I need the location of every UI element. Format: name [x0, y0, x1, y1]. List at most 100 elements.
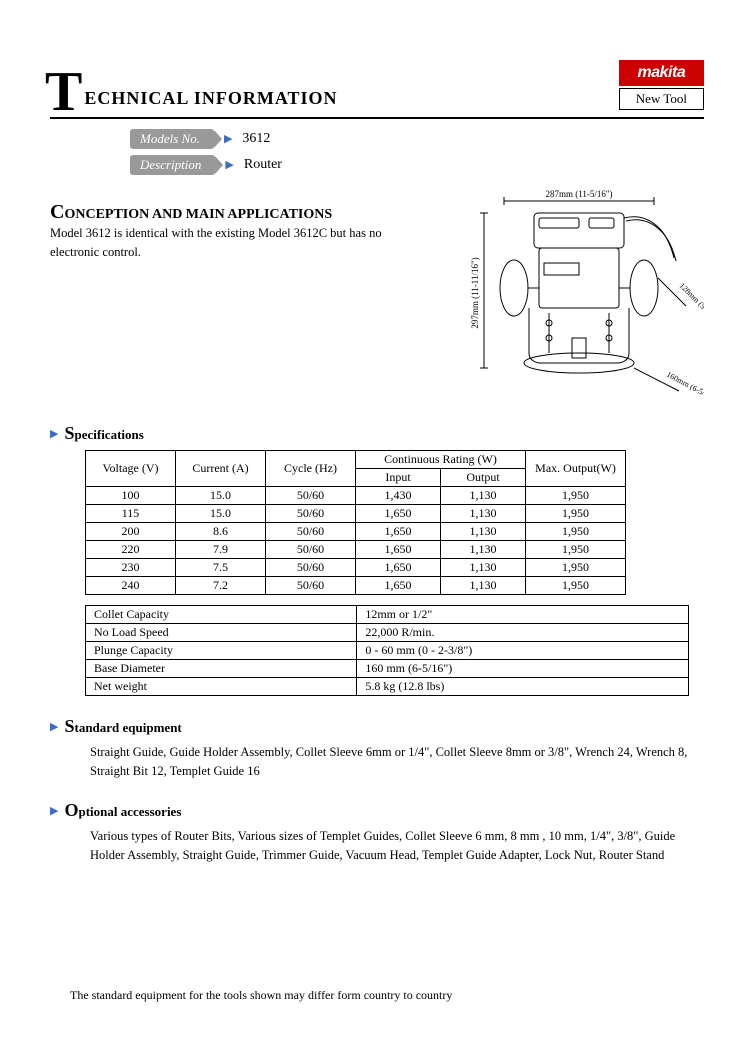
- spec-heading: ▶ Specifications: [50, 423, 704, 444]
- col-cont-rating: Continuous Rating (W): [356, 450, 526, 468]
- table-row: 2307.550/601,6501,1301,950: [86, 558, 626, 576]
- attr-value: 22,000 R/min.: [357, 623, 689, 641]
- table-cell: 7.5: [176, 558, 266, 576]
- heading-cap: S: [64, 716, 74, 736]
- svg-text:287mm (11-5/16"): 287mm (11-5/16"): [545, 189, 612, 199]
- table-cell: 1,650: [356, 522, 441, 540]
- attr-value: 160 mm (6-5/16"): [357, 659, 689, 677]
- col-current: Current (A): [176, 450, 266, 486]
- conception-text: Model 3612 is identical with the existin…: [50, 224, 424, 262]
- table-cell: 50/60: [266, 558, 356, 576]
- attr-key: Plunge Capacity: [86, 641, 357, 659]
- table-cell: 1,130: [441, 504, 526, 522]
- new-tool-label: New Tool: [619, 88, 704, 110]
- table-cell: 1,430: [356, 486, 441, 504]
- table-cell: 1,130: [441, 558, 526, 576]
- models-row: Models No. ▶ 3612: [130, 129, 704, 149]
- table-cell: 1,130: [441, 576, 526, 594]
- table-cell: 50/60: [266, 486, 356, 504]
- table-cell: 1,650: [356, 540, 441, 558]
- table-row: Collet Capacity12mm or 1/2": [86, 605, 689, 623]
- attr-value: 5.8 kg (12.8 lbs): [357, 677, 689, 695]
- conception-heading: CONCEPTION AND MAIN APPLICATIONS: [50, 201, 424, 224]
- optional-heading: ▶ Optional accessories: [50, 800, 704, 821]
- table-cell: 8.6: [176, 522, 266, 540]
- table-row: No Load Speed22,000 R/min.: [86, 623, 689, 641]
- product-diagram: 287mm (11-5/16") 297mm (11-11/16"): [444, 183, 704, 403]
- table-cell: 230: [86, 558, 176, 576]
- table-cell: 200: [86, 522, 176, 540]
- models-value: 3612: [242, 131, 270, 147]
- table-cell: 50/60: [266, 540, 356, 558]
- arrow-icon: ▶: [50, 804, 58, 817]
- col-cycle: Cycle (Hz): [266, 450, 356, 486]
- heading-rest: pecifications: [74, 427, 143, 442]
- arrow-icon: ▶: [225, 158, 233, 171]
- heading-rest: ptional accessories: [78, 804, 181, 819]
- col-voltage: Voltage (V): [86, 450, 176, 486]
- arrow-icon: ▶: [50, 720, 58, 733]
- spec-table: Voltage (V) Current (A) Cycle (Hz) Conti…: [85, 450, 626, 595]
- heading-cap: C: [50, 201, 64, 223]
- table-row: Base Diameter160 mm (6-5/16"): [86, 659, 689, 677]
- table-row: Plunge Capacity0 - 60 mm (0 - 2-3/8"): [86, 641, 689, 659]
- table-cell: 7.9: [176, 540, 266, 558]
- heading-cap: S: [64, 423, 74, 443]
- table-cell: 100: [86, 486, 176, 504]
- models-tag: Models No.: [130, 129, 214, 149]
- table-cell: 115: [86, 504, 176, 522]
- table-cell: 1,950: [526, 486, 626, 504]
- table-cell: 1,130: [441, 540, 526, 558]
- header: makita New Tool T ECHNICAL INFORMATION: [50, 70, 704, 119]
- col-input: Input: [356, 468, 441, 486]
- col-max-output: Max. Output(W): [526, 450, 626, 486]
- page-title: ECHNICAL INFORMATION: [84, 88, 337, 109]
- heading-rest: ONCEPTION AND MAIN APPLICATIONS: [64, 207, 332, 222]
- logo-box: makita New Tool: [619, 60, 704, 110]
- arrow-icon: ▶: [224, 132, 232, 145]
- table-cell: 1,950: [526, 522, 626, 540]
- attr-value: 12mm or 1/2": [357, 605, 689, 623]
- attr-key: Base Diameter: [86, 659, 357, 677]
- svg-text:128mm (5-1/16"): 128mm (5-1/16"): [678, 281, 704, 327]
- heading-rest: tandard equipment: [74, 720, 181, 735]
- table-cell: 1,650: [356, 504, 441, 522]
- table-cell: 1,130: [441, 486, 526, 504]
- table-cell: 7.2: [176, 576, 266, 594]
- table-row: 11515.050/601,6501,1301,950: [86, 504, 626, 522]
- title-drop-cap: T: [45, 70, 82, 115]
- table-row: 2008.650/601,6501,1301,950: [86, 522, 626, 540]
- table-cell: 1,950: [526, 540, 626, 558]
- brand-logo: makita: [619, 60, 704, 86]
- table-row: 2207.950/601,6501,1301,950: [86, 540, 626, 558]
- footer-note: The standard equipment for the tools sho…: [70, 988, 452, 1003]
- table-cell: 1,950: [526, 504, 626, 522]
- col-output: Output: [441, 468, 526, 486]
- svg-text:297mm (11-11/16"): 297mm (11-11/16"): [470, 257, 480, 328]
- description-tag: Description: [130, 155, 215, 175]
- attr-value: 0 - 60 mm (0 - 2-3/8"): [357, 641, 689, 659]
- description-row: Description ▶ Router: [130, 155, 704, 175]
- table-row: Net weight5.8 kg (12.8 lbs): [86, 677, 689, 695]
- table-cell: 15.0: [176, 486, 266, 504]
- heading-cap: O: [64, 800, 78, 820]
- arrow-icon: ▶: [50, 427, 58, 440]
- table-cell: 50/60: [266, 522, 356, 540]
- optional-text: Various types of Router Bits, Various si…: [90, 827, 704, 865]
- attributes-table: Collet Capacity12mm or 1/2"No Load Speed…: [85, 605, 689, 696]
- table-cell: 1,650: [356, 576, 441, 594]
- table-cell: 1,130: [441, 522, 526, 540]
- table-cell: 1,950: [526, 558, 626, 576]
- table-cell: 1,650: [356, 558, 441, 576]
- description-value: Router: [244, 157, 282, 173]
- attr-key: No Load Speed: [86, 623, 357, 641]
- table-cell: 240: [86, 576, 176, 594]
- table-cell: 220: [86, 540, 176, 558]
- attr-key: Net weight: [86, 677, 357, 695]
- table-row: 10015.050/601,4301,1301,950: [86, 486, 626, 504]
- table-cell: 50/60: [266, 576, 356, 594]
- attr-key: Collet Capacity: [86, 605, 357, 623]
- table-cell: 15.0: [176, 504, 266, 522]
- title-bar: T ECHNICAL INFORMATION: [50, 70, 704, 119]
- table-cell: 50/60: [266, 504, 356, 522]
